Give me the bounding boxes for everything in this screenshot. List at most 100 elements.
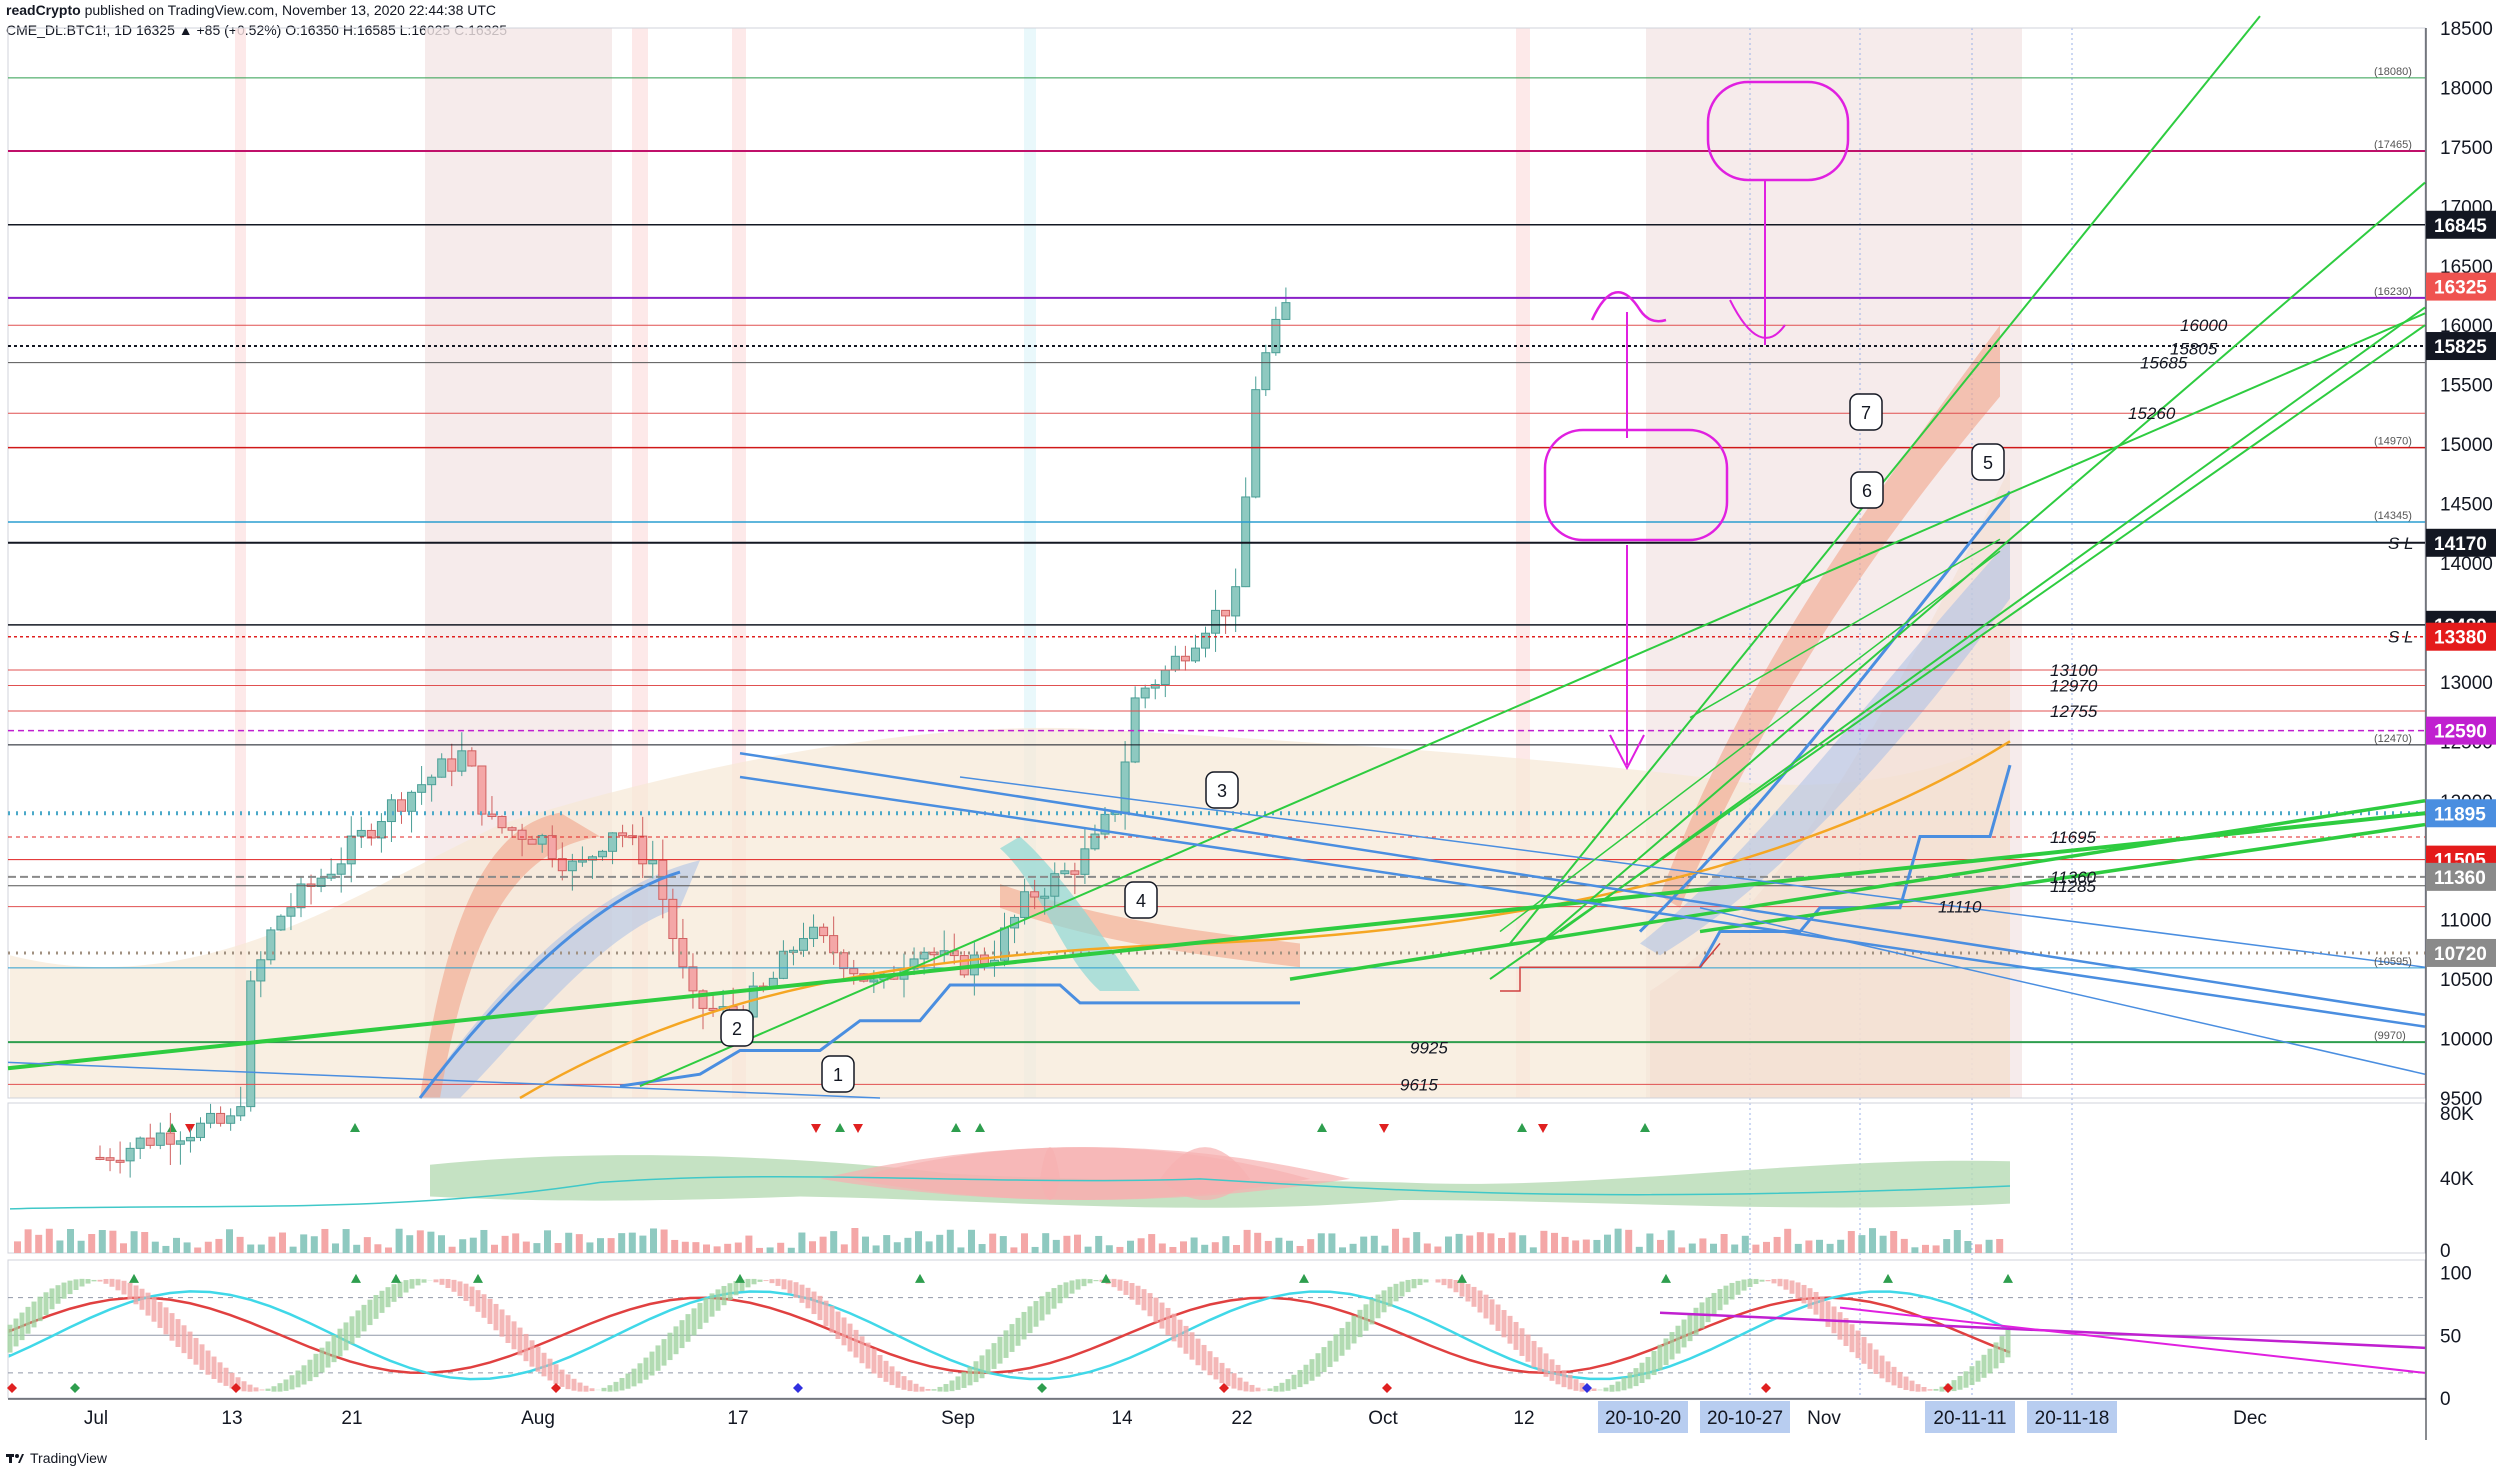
magenta-circle-lower — [1543, 428, 1729, 542]
callout-text: 7 — [1861, 403, 1871, 423]
volume-bar — [77, 1240, 85, 1253]
small-level-label: (12470) — [2374, 733, 2412, 745]
oscillator-signal — [1101, 1273, 1111, 1283]
volume-bar — [279, 1232, 286, 1253]
candle — [356, 816, 366, 848]
candle-body — [778, 950, 788, 979]
volume-bar — [374, 1244, 382, 1253]
volume-bar — [342, 1229, 350, 1253]
candle-body — [206, 1112, 216, 1124]
date-tick-label: 22 — [1231, 1408, 1252, 1429]
candle — [266, 927, 276, 965]
date-highlight — [1598, 1401, 1688, 1433]
candle-body — [477, 765, 487, 815]
oscillator-trend-magenta-2 — [1839, 1306, 2426, 1374]
candle — [467, 747, 477, 767]
candle — [296, 877, 306, 918]
price-tag-bg — [2426, 332, 2496, 361]
magenta-circle-upper — [1706, 80, 1850, 182]
y-tick-label: 9500 — [2440, 1089, 2482, 1110]
candle-body — [869, 979, 879, 983]
volume-tick-label: 80K — [2440, 1104, 2474, 1125]
volume-bar — [1074, 1234, 1081, 1253]
price-tag-bg — [2426, 938, 2496, 967]
volume-ma-line — [9, 1176, 2011, 1210]
volume-bar — [1010, 1247, 1018, 1253]
candle — [1170, 645, 1180, 673]
volume-bar — [978, 1244, 986, 1253]
signal-marker — [951, 1123, 961, 1132]
volume-bar — [268, 1236, 276, 1253]
volume-bar — [501, 1235, 509, 1253]
volume-bar — [1773, 1236, 1781, 1253]
volume-bar — [851, 1228, 859, 1253]
oscillator-signal — [1661, 1273, 1671, 1283]
candle — [688, 953, 698, 1009]
price-tag-bg — [2426, 716, 2496, 745]
level-label: 11360 — [2050, 868, 2097, 887]
candle — [547, 825, 557, 868]
price-tag-text: 11360 — [2434, 868, 2486, 889]
volume-bar — [1911, 1247, 1919, 1253]
volume-bar — [830, 1231, 838, 1253]
volume-bar — [999, 1236, 1007, 1253]
signal-marker — [853, 1124, 863, 1133]
sl-label: S L — [2388, 534, 2414, 553]
candle-body — [618, 832, 628, 837]
footer-brand: TradingView — [30, 1450, 108, 1466]
author-name: readCrypto — [6, 2, 81, 18]
candle — [397, 792, 406, 824]
callout-bubble — [1971, 443, 2005, 481]
candle — [1150, 679, 1160, 700]
volume-bar — [1975, 1244, 1982, 1253]
candle — [819, 923, 829, 943]
volume-bar — [1900, 1238, 1908, 1253]
candle-body — [346, 835, 356, 865]
candle — [196, 1117, 205, 1142]
volume-bar — [745, 1235, 753, 1253]
small-level-label: (18080) — [2374, 66, 2412, 78]
y-tick-label: 17500 — [2440, 138, 2493, 159]
level-label: 11285 — [2050, 877, 2097, 896]
volume-bar — [1042, 1233, 1050, 1253]
volume-bar — [1127, 1240, 1134, 1253]
volume-bar — [1763, 1241, 1770, 1253]
date-tick-label: 21 — [341, 1408, 362, 1429]
volume-bar — [586, 1242, 594, 1253]
candle-body — [1090, 833, 1100, 850]
volume-bar — [1710, 1243, 1717, 1253]
date-tick-label: Sep — [941, 1408, 975, 1429]
volume-bar — [1402, 1237, 1410, 1253]
candle-body — [276, 915, 286, 931]
volume-bar — [310, 1236, 318, 1253]
volume-bar — [1593, 1239, 1601, 1253]
candle-body — [105, 1157, 115, 1161]
volume-bar — [862, 1236, 869, 1253]
trend-line — [7, 1061, 881, 1099]
volume-bar — [363, 1237, 371, 1253]
price-tag-text: 12590 — [2434, 722, 2487, 743]
oscillator-marker — [1582, 1382, 1592, 1393]
volume-bar — [1349, 1243, 1357, 1253]
candle-body — [678, 938, 688, 968]
candle — [376, 813, 386, 853]
volume-bar — [480, 1229, 488, 1253]
volume-bar — [1328, 1233, 1336, 1253]
candle-body — [175, 1140, 185, 1145]
candle-body — [1170, 655, 1180, 671]
volume-bar — [1180, 1241, 1187, 1253]
price-tag: 16325 — [2426, 272, 2496, 301]
price-tag-text: 14170 — [2434, 534, 2487, 555]
volume-bar — [681, 1241, 689, 1253]
volume-bar — [1720, 1233, 1728, 1253]
candle-body — [1040, 895, 1050, 899]
candle-body — [909, 958, 919, 970]
price-tag-text: 11895 — [2434, 804, 2486, 825]
callout-bubble — [1205, 771, 1239, 809]
candle-body — [648, 859, 658, 865]
volume-bar — [1254, 1232, 1262, 1253]
volume-bar — [1476, 1232, 1484, 1253]
volume-bar — [321, 1228, 329, 1253]
background-zone — [235, 28, 246, 1098]
